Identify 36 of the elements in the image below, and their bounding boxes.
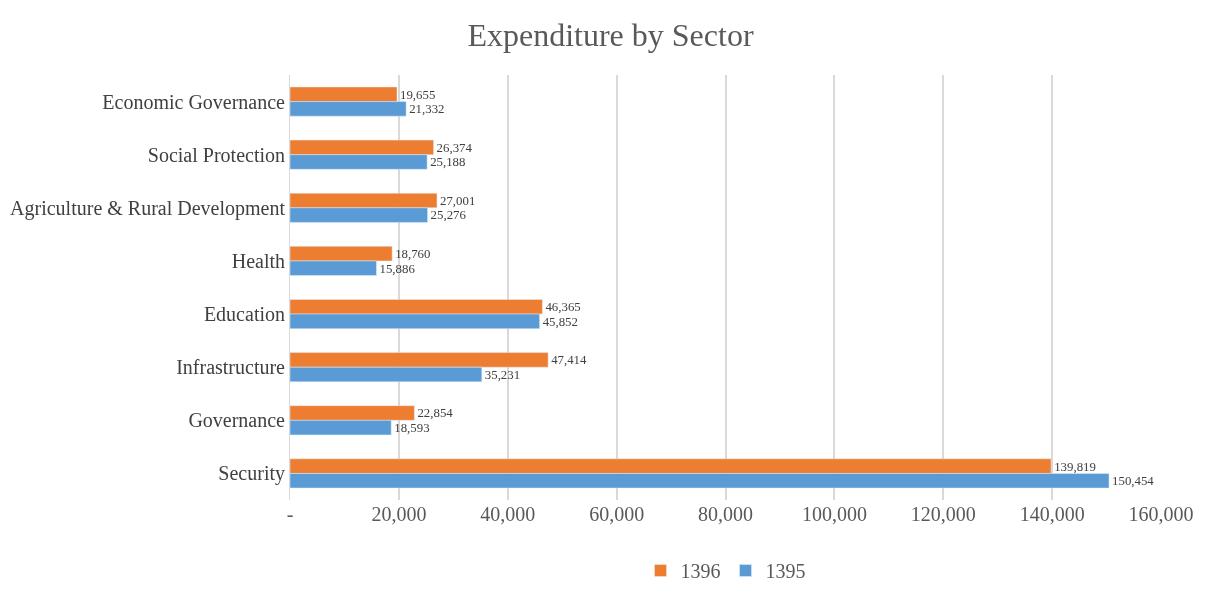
data-label: 35,231	[484, 367, 521, 382]
legend-label: 1395	[765, 560, 806, 583]
y-tick-label: Infrastructure	[176, 356, 286, 379]
y-tick-label: Social Protection	[147, 143, 285, 166]
data-label: 25,276	[430, 208, 467, 223]
data-label: 19,655	[400, 87, 436, 102]
data-label: 18,760	[395, 247, 431, 262]
data-label: 150,454	[1112, 474, 1155, 489]
data-label: 25,188	[430, 155, 466, 170]
data-label: 15,886	[379, 261, 416, 276]
legend-label: 1396	[680, 560, 721, 583]
x-tick-label: 40,000	[480, 503, 536, 525]
x-tick-label: 160,000	[1128, 503, 1194, 525]
x-tick-label: 80,000	[698, 503, 753, 525]
data-label: 26,374	[436, 140, 473, 155]
x-tick-label: 140,000	[1019, 503, 1085, 525]
data-label: 22,854	[417, 406, 454, 421]
y-tick-label: Education	[203, 303, 285, 326]
x-tick-label: -	[286, 503, 294, 525]
y-tick-label: Agriculture & Rural Development	[10, 196, 286, 220]
x-tick-label: 20,000	[371, 503, 427, 525]
data-label: 27,001	[440, 193, 476, 208]
chart-title: Expenditure by Sector	[467, 17, 754, 54]
data-label: 21,332	[409, 102, 445, 117]
data-label: 139,819	[1054, 459, 1096, 474]
data-label: 46,365	[545, 300, 581, 315]
x-tick-label: 60,000	[589, 503, 645, 525]
x-tick-label: 100,000	[801, 503, 867, 525]
y-tick-label: Health	[231, 249, 285, 272]
x-tick-label: 120,000	[910, 503, 976, 525]
data-label: 45,852	[542, 314, 578, 329]
y-tick-label: Economic Governance	[102, 90, 286, 113]
data-label: 18,593	[394, 421, 430, 435]
y-tick-label: Security	[218, 462, 285, 486]
y-tick-label: Governance	[188, 409, 286, 432]
data-label: 47,414	[551, 353, 588, 368]
